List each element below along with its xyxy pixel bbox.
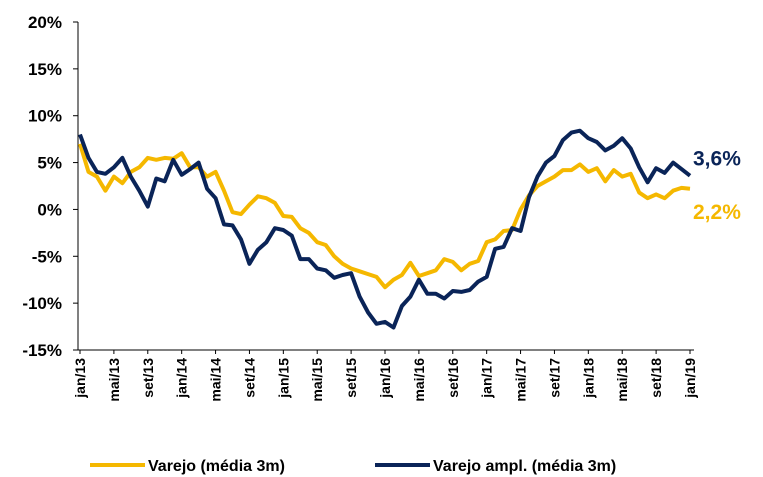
- x-tick-label: mai/17: [513, 358, 529, 402]
- legend-label: Varejo ampl. (média 3m): [433, 458, 616, 475]
- y-tick-label: 5%: [37, 154, 62, 173]
- x-tick-label: set/15: [343, 358, 359, 398]
- y-tick-label: 0%: [37, 200, 62, 219]
- x-tick-label: jan/14: [174, 358, 190, 399]
- x-tick-label: jan/13: [72, 358, 88, 399]
- x-tick-label: jan/19: [682, 358, 698, 399]
- x-tick-label: mai/16: [411, 358, 427, 402]
- x-tick-label: mai/18: [614, 358, 630, 402]
- y-tick-label: 15%: [28, 60, 62, 79]
- x-tick-label: set/14: [241, 358, 257, 398]
- x-tick-label: set/16: [445, 358, 461, 398]
- x-tick-label: set/13: [140, 358, 156, 398]
- y-tick-label: -15%: [22, 341, 62, 360]
- series-line: [78, 128, 692, 330]
- value-label: 3,6%: [693, 148, 741, 171]
- x-tick-label: jan/17: [479, 358, 495, 399]
- x-tick-label: mai/13: [106, 358, 122, 402]
- y-tick-label: -10%: [22, 294, 62, 313]
- x-tick-label: set/17: [546, 358, 562, 398]
- x-tick-label: jan/18: [580, 358, 596, 399]
- y-tick-label: 20%: [28, 13, 62, 32]
- x-tick-label: mai/14: [208, 358, 224, 402]
- series-line: [78, 143, 691, 290]
- y-tick-label: 10%: [28, 107, 62, 126]
- x-tick-label: jan/15: [275, 358, 291, 399]
- legend-label: Varejo (média 3m): [148, 458, 285, 475]
- x-tick-label: jan/16: [377, 358, 393, 399]
- x-tick-label: mai/15: [309, 358, 325, 402]
- x-tick-label: set/18: [648, 358, 664, 398]
- y-tick-label: -5%: [32, 247, 62, 266]
- value-label: 2,2%: [693, 201, 741, 224]
